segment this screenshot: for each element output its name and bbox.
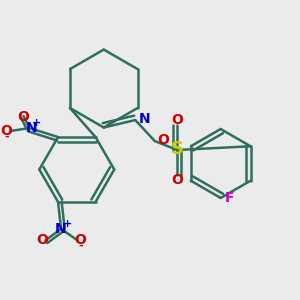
Text: N: N [25,121,37,135]
Text: O: O [36,233,48,247]
Text: O: O [75,233,86,247]
Text: -: - [78,241,83,251]
Text: N: N [55,222,67,236]
Text: -: - [4,131,9,141]
Text: O: O [171,173,183,187]
Text: +: + [62,219,72,229]
Text: O: O [158,133,170,146]
Text: O: O [18,110,29,124]
Text: +: + [32,118,41,128]
Text: O: O [171,113,183,127]
Text: F: F [225,191,234,205]
Text: S: S [171,140,184,158]
Text: N: N [139,112,151,125]
Text: O: O [1,124,12,138]
